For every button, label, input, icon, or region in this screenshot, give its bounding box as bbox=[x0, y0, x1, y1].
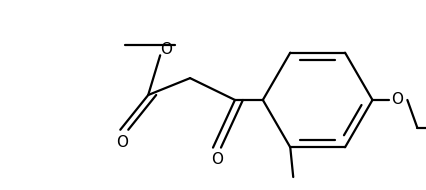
Text: O: O bbox=[116, 135, 128, 150]
Text: O: O bbox=[210, 152, 222, 167]
Text: O: O bbox=[160, 42, 172, 57]
Text: O: O bbox=[391, 93, 403, 108]
